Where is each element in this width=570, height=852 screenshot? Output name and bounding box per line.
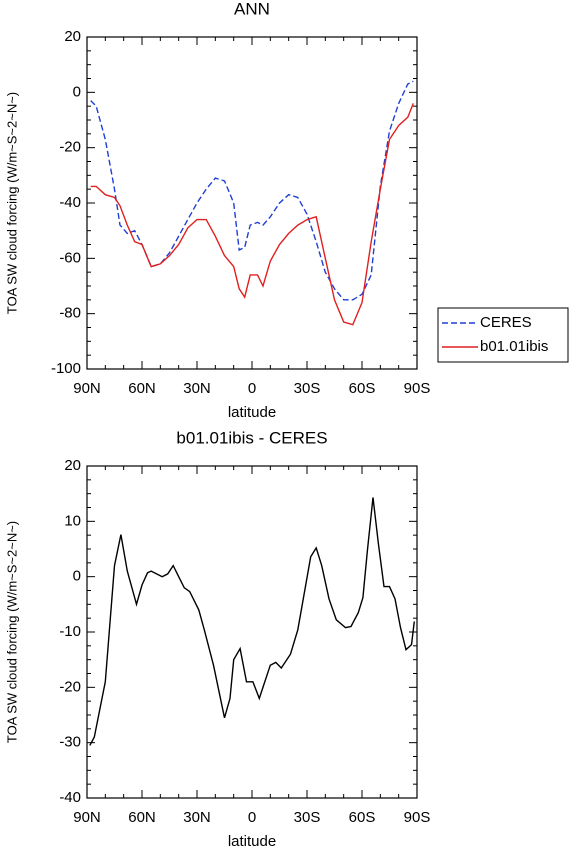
y-tick-label: -60 (59, 249, 81, 266)
chart-title: b01.01ibis - CERES (176, 428, 327, 447)
y-tick-label: 0 (73, 568, 81, 585)
chart-title: ANN (234, 0, 270, 18)
data-line (90, 103, 414, 326)
y-tick-label: -40 (59, 194, 81, 211)
y-tick-label: -40 (59, 789, 81, 806)
x-axis-label: latitude (228, 404, 276, 421)
y-tick-label: 20 (64, 457, 81, 474)
x-tick-label: 0 (248, 809, 256, 826)
x-tick-label: 30N (183, 380, 211, 397)
x-tick-label: 90S (404, 380, 431, 397)
y-tick-label: 20 (64, 28, 81, 45)
y-tick-label: -30 (59, 734, 81, 751)
data-line (89, 497, 415, 746)
y-tick-label: 0 (73, 83, 81, 100)
x-tick-label: 60N (128, 809, 156, 826)
x-tick-label: 30N (183, 809, 211, 826)
x-tick-label: 30S (294, 809, 321, 826)
legend-label: b01.01ibis (480, 338, 548, 355)
x-tick-label: 90N (73, 809, 101, 826)
x-tick-label: 90N (73, 380, 101, 397)
y-tick-label: -80 (59, 305, 81, 322)
y-tick-label: -10 (59, 623, 81, 640)
y-tick-label: -100 (51, 360, 81, 377)
y-axis-label: TOA SW cloud forcing (W/m~S~2~N~) (4, 521, 19, 743)
plot-frame (86, 36, 418, 370)
data-line (90, 80, 414, 301)
y-tick-label: -20 (59, 678, 81, 695)
plot-frame (86, 465, 418, 799)
y-tick-label: 10 (64, 512, 81, 529)
x-tick-label: 60S (349, 809, 376, 826)
x-tick-label: 0 (248, 380, 256, 397)
x-axis-label: latitude (228, 833, 276, 850)
x-tick-label: 60N (128, 380, 156, 397)
x-tick-label: 60S (349, 380, 376, 397)
x-tick-label: 90S (404, 809, 431, 826)
y-axis-label: TOA SW cloud forcing (W/m~S~2~N~) (4, 92, 19, 314)
legend-box (437, 307, 569, 363)
legend-label: CERES (480, 314, 532, 331)
x-tick-label: 30S (294, 380, 321, 397)
y-tick-label: -20 (59, 139, 81, 156)
